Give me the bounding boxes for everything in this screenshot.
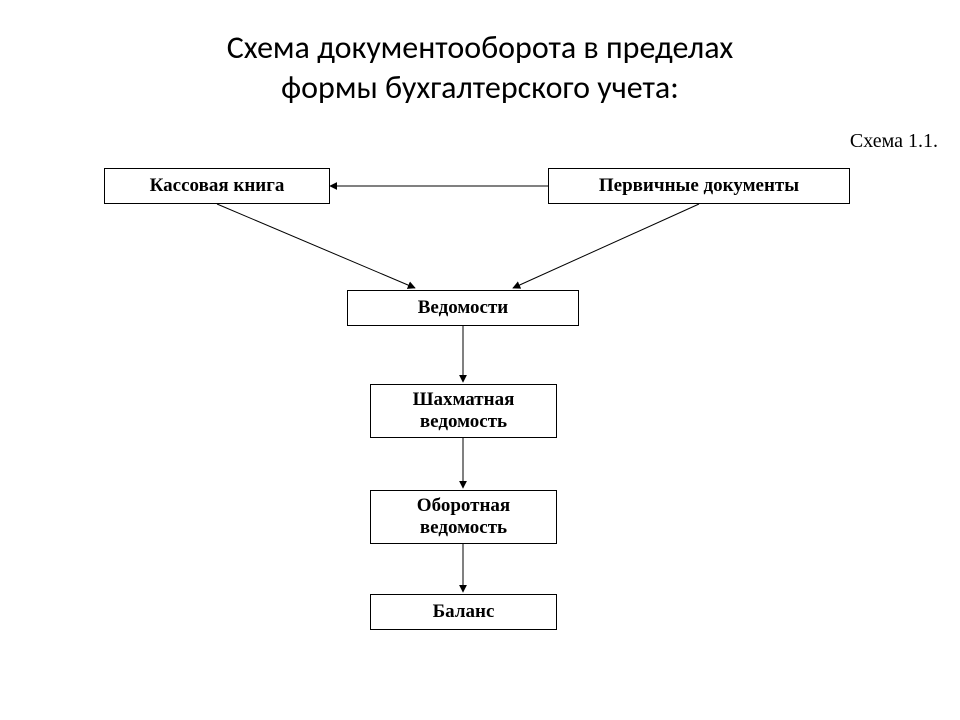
flowchart-node-primary: Первичные документы bbox=[548, 168, 850, 204]
flowchart-node-vedomosti: Ведомости bbox=[347, 290, 579, 326]
flowchart-edge-cashbook-to-vedomosti bbox=[217, 204, 415, 288]
flowchart-node-shahmat: Шахматнаяведомость bbox=[370, 384, 557, 438]
flowchart-node-oborot: Оборотнаяведомость bbox=[370, 490, 557, 544]
flowchart-edge-primary-to-vedomosti bbox=[513, 204, 699, 288]
flowchart-node-cashbook: Кассовая книга bbox=[104, 168, 330, 204]
flowchart-node-balance: Баланс bbox=[370, 594, 557, 630]
flowchart-diagram: Кассовая книга Первичные документы Ведомос… bbox=[0, 0, 960, 720]
